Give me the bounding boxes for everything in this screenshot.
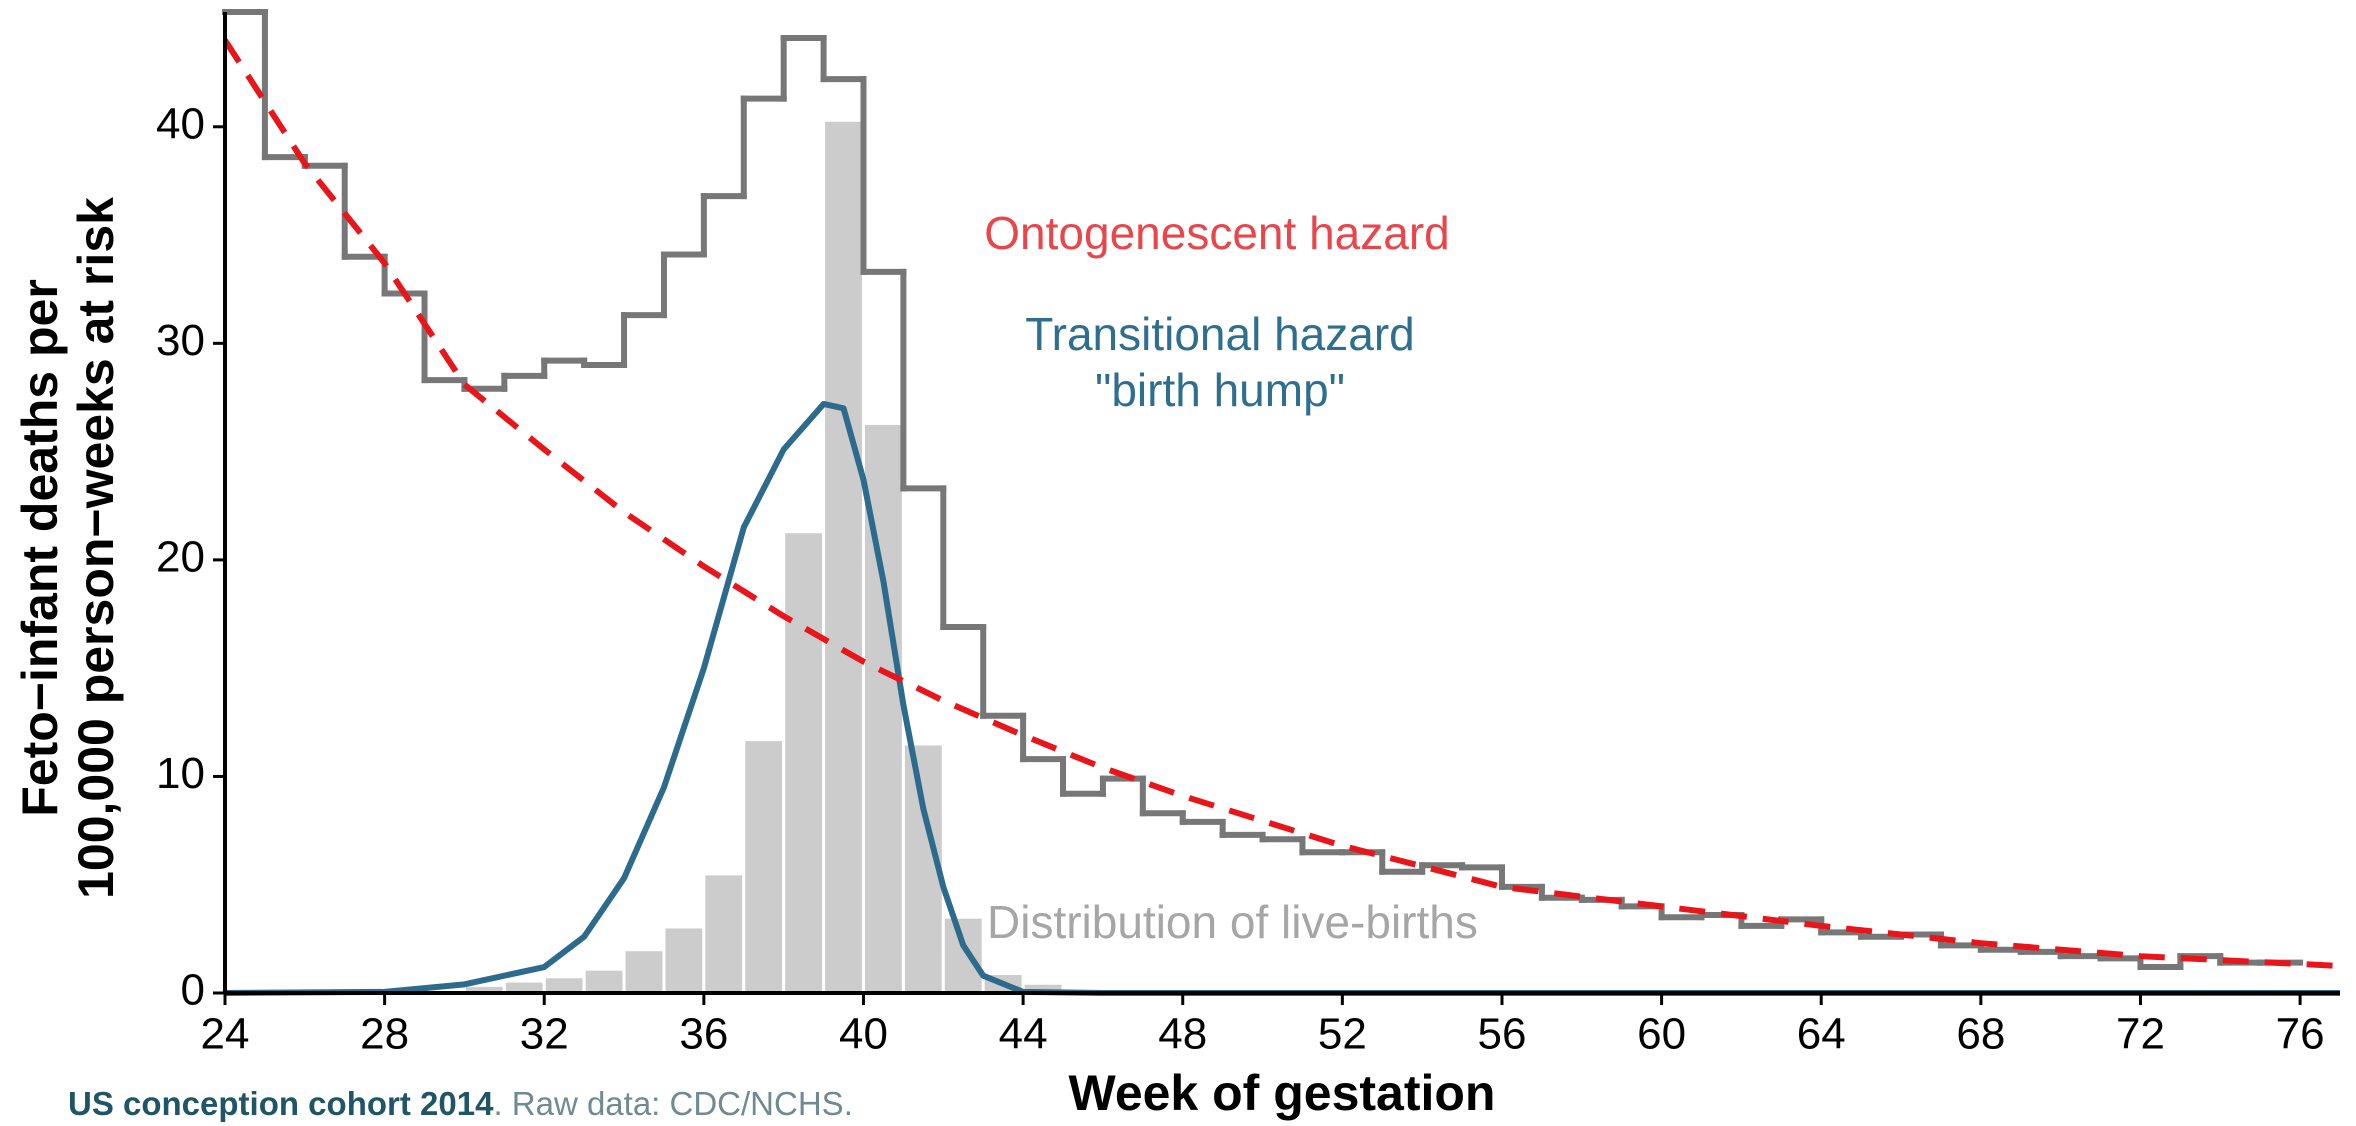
- x-tick-label: 48: [1158, 1010, 1207, 1059]
- annotation: Transitional hazard: [1025, 308, 1415, 360]
- annotation: Distribution of live-births: [987, 896, 1478, 948]
- bar: [622, 948, 666, 995]
- y-tick-label: 0: [181, 966, 205, 1015]
- x-tick-label: 44: [999, 1010, 1048, 1059]
- x-tick-label: 36: [679, 1010, 728, 1059]
- bar: [662, 925, 706, 995]
- bar: [542, 975, 586, 995]
- bar: [582, 967, 626, 995]
- y-tick-label: 20: [156, 533, 205, 582]
- y-tick-label: 40: [156, 99, 205, 148]
- caption-bold: US conception cohort 2014: [68, 1085, 494, 1122]
- annotation: Ontogenescent hazard: [984, 207, 1449, 259]
- x-tick-label: 40: [839, 1010, 888, 1059]
- y-axis-title: 100,000 person−weeks at risk: [68, 197, 124, 899]
- x-tick-label: 60: [1637, 1010, 1686, 1059]
- line: [224, 400, 2340, 996]
- x-tick-label: 68: [1956, 1010, 2005, 1059]
- bar: [782, 530, 826, 995]
- bar: [822, 118, 865, 995]
- x-tick-label: 76: [2276, 1010, 2325, 1059]
- x-axis-title: Week of gestation: [1069, 1065, 1496, 1121]
- caption-rest: . Raw data: CDC/NCHS.: [493, 1085, 852, 1122]
- bar: [742, 738, 786, 995]
- bar: [702, 872, 746, 995]
- plot-area: [222, 9, 2341, 996]
- x-tick-label: 72: [2116, 1010, 2165, 1059]
- y-tick-label: 30: [156, 316, 205, 365]
- x-tick-label: 24: [201, 1010, 250, 1059]
- x-tick-label: 28: [360, 1010, 409, 1059]
- line: [222, 38, 2341, 969]
- caption: US conception cohort 2014. Raw data: CDC…: [68, 1085, 853, 1122]
- x-tick-label: 32: [520, 1010, 569, 1059]
- x-tick-label: 52: [1318, 1010, 1367, 1059]
- y-axis-title: Feto−infant deaths per: [12, 279, 68, 817]
- x-tick-label: 56: [1478, 1010, 1527, 1059]
- bar: [941, 915, 985, 995]
- y-tick-label: 10: [156, 749, 205, 798]
- annotation: "birth hump": [1095, 364, 1345, 416]
- x-tick-label: 64: [1797, 1010, 1846, 1059]
